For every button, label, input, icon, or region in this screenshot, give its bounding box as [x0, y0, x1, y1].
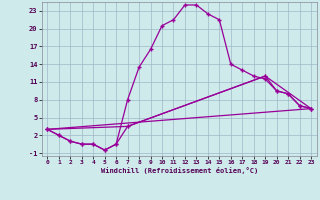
X-axis label: Windchill (Refroidissement éolien,°C): Windchill (Refroidissement éolien,°C) [100, 167, 258, 174]
